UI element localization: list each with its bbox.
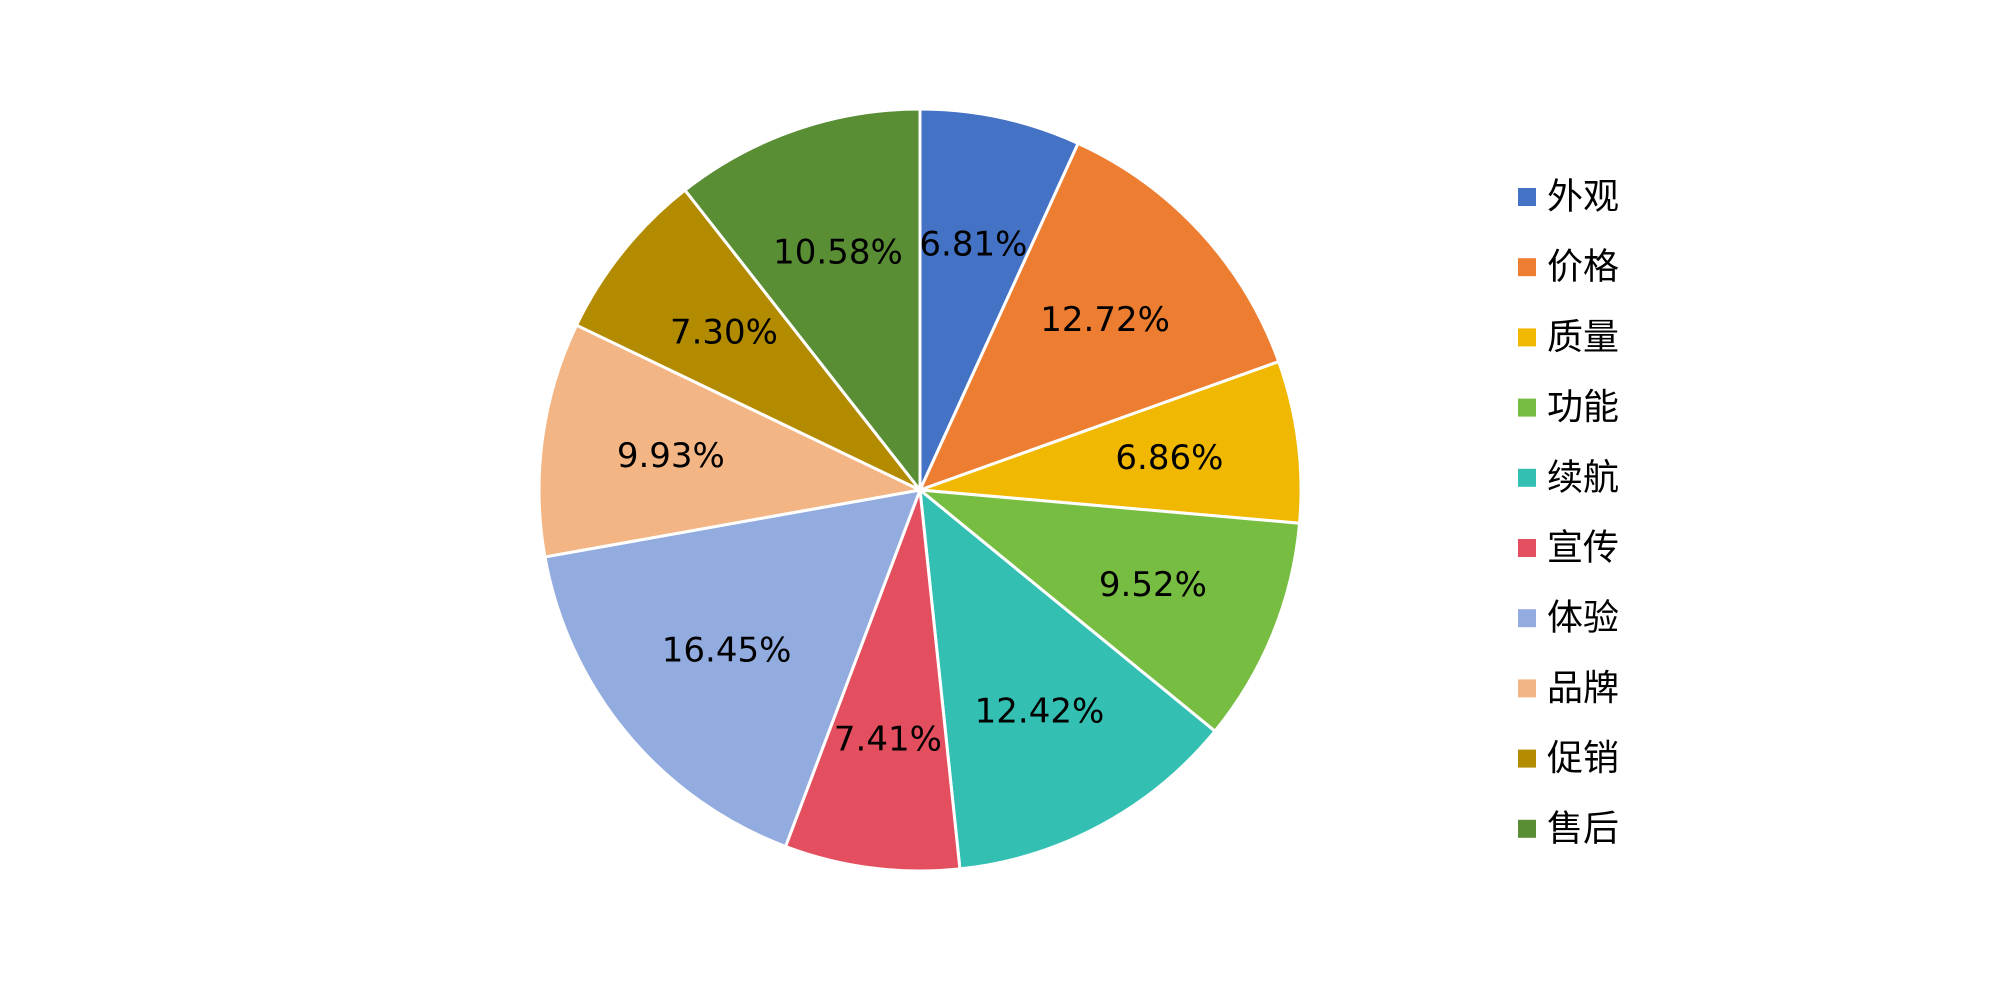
legend-label: 体验 xyxy=(1547,598,1619,639)
legend-label: 续航 xyxy=(1547,457,1619,498)
pie-slice xyxy=(543,488,922,848)
slice-value-label: 7.41% xyxy=(834,719,942,759)
legend-swatch xyxy=(1518,328,1536,347)
pie-slice xyxy=(918,488,1302,733)
legend-label: 促销 xyxy=(1547,738,1619,779)
pie-slices xyxy=(537,107,1303,873)
pie-slice xyxy=(574,188,922,492)
slice-value-label: 6.81% xyxy=(919,224,1027,264)
legend-swatch xyxy=(1518,539,1536,557)
legend-item: 续航 xyxy=(1518,457,1619,498)
slice-value-label: 9.93% xyxy=(617,436,725,476)
legend-swatch xyxy=(1518,609,1536,628)
slice-value-label: 9.52% xyxy=(1099,565,1207,605)
pie-slice xyxy=(784,488,962,873)
legend-item: 功能 xyxy=(1518,387,1619,428)
legend-item: 价格 xyxy=(1518,247,1619,288)
legend-label: 宣传 xyxy=(1547,528,1619,569)
legend-swatch xyxy=(1518,188,1536,206)
pie-slice xyxy=(683,107,922,492)
slice-value-label: 16.45% xyxy=(662,631,792,671)
legend-label: 质量 xyxy=(1547,317,1619,358)
legend-item: 售后 xyxy=(1518,808,1619,849)
slice-value-labels: 6.81% 12.72% 6.86% 9.52% 12.42% 7.41% 16.45% 9.… xyxy=(617,224,1224,759)
legend-label: 售后 xyxy=(1547,808,1619,849)
pie-slice xyxy=(918,360,1303,525)
slice-value-label: 7.30% xyxy=(670,313,778,353)
pie-slice xyxy=(918,141,1281,492)
pie-slice xyxy=(537,323,922,559)
legend-label: 品牌 xyxy=(1547,668,1619,709)
legend-item: 促销 xyxy=(1518,738,1619,779)
legend-item: 品牌 xyxy=(1518,668,1619,709)
legend-item: 宣传 xyxy=(1518,528,1619,569)
legend-item: 质量 xyxy=(1518,317,1619,358)
slice-value-label: 10.58% xyxy=(773,232,903,272)
legend-swatch xyxy=(1518,468,1536,487)
pie-slice xyxy=(918,107,1080,492)
legend-swatch xyxy=(1518,258,1536,277)
slice-value-label: 12.42% xyxy=(975,691,1105,731)
legend-swatch xyxy=(1518,398,1536,417)
slice-value-label: 6.86% xyxy=(1115,438,1223,478)
legend-swatch xyxy=(1518,679,1536,698)
legend-swatch xyxy=(1518,749,1536,768)
legend-label: 价格 xyxy=(1547,247,1619,288)
legend-label: 外观 xyxy=(1547,177,1619,218)
pie-slice xyxy=(918,488,1217,871)
legend-label: 功能 xyxy=(1547,387,1619,428)
legend-swatch xyxy=(1518,819,1536,838)
legend-item: 体验 xyxy=(1518,598,1619,639)
legend-item: 外观 xyxy=(1518,177,1619,218)
slice-value-label: 12.72% xyxy=(1040,300,1170,340)
